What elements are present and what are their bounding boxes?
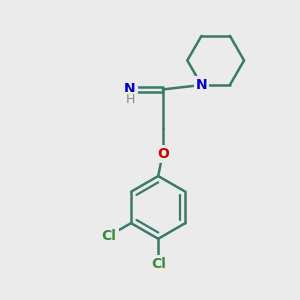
Text: O: O xyxy=(157,147,169,161)
Text: Cl: Cl xyxy=(151,257,166,271)
Text: Cl: Cl xyxy=(102,229,116,243)
Text: H: H xyxy=(126,93,135,106)
Text: N: N xyxy=(196,78,207,92)
Text: N: N xyxy=(124,82,136,97)
